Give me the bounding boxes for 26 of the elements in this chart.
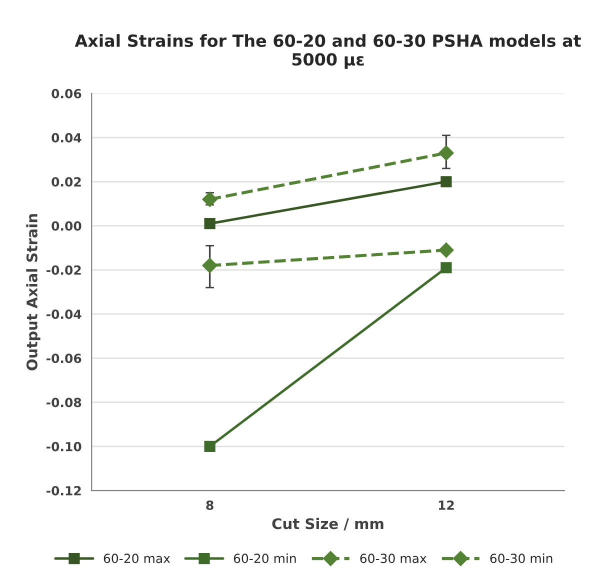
point: [204, 440, 216, 452]
point: [438, 145, 454, 161]
y-tick-label: -0.10: [46, 442, 82, 452]
y-tick-label: -0.12: [46, 486, 81, 496]
legend-label: 60-20 max: [104, 554, 170, 564]
y-tick-label: -0.02: [46, 265, 81, 275]
y-tick-label: -0.08: [46, 398, 82, 408]
y-tick-label: -0.04: [46, 310, 82, 319]
legend-label: 60-30 max: [360, 554, 426, 564]
x-axis-title: Cut Size / mm: [272, 518, 384, 530]
y-tick-label: 0.00: [52, 221, 82, 231]
x-tick-label: 12: [438, 500, 454, 510]
point: [204, 218, 216, 230]
x-tick-label: 8: [206, 500, 214, 510]
y-tick-label: 0.02: [52, 177, 81, 187]
legend-label: 60-20 min: [234, 553, 296, 564]
y-tick-label: 0.06: [52, 88, 82, 98]
y-tick-label: 0.04: [52, 133, 82, 142]
chart-title: Axial Strains for The 60-20 and 60-30 PSHA models at 5000 με: [74, 34, 581, 69]
y-tick-label: -0.06: [46, 354, 82, 364]
point: [438, 242, 454, 258]
y-axis-title: Output Axial Strain: [26, 214, 40, 370]
point: [202, 258, 218, 274]
point: [440, 176, 452, 188]
legend-label: 60-30 min: [490, 553, 552, 564]
point: [440, 262, 452, 274]
